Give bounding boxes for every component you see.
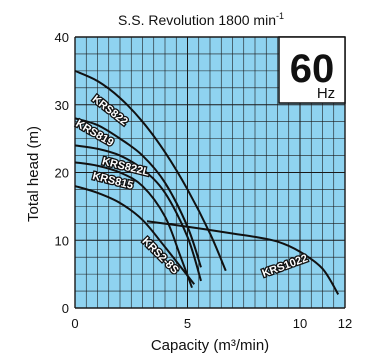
frequency-value: 60 <box>290 47 335 91</box>
performance-curves <box>74 69 340 295</box>
y-tick-10: 10 <box>55 233 69 248</box>
frequency-unit: Hz <box>317 85 335 102</box>
x-tick-10: 10 <box>293 316 307 331</box>
curve-krs2-8s <box>74 185 196 285</box>
y-axis-label: Total head (m) <box>25 126 42 222</box>
x-tick-12: 12 <box>338 316 352 331</box>
x-axis-label: Capacity (m³/min) <box>151 337 269 354</box>
curve-krs1022 <box>146 220 340 295</box>
y-tick-0: 0 <box>62 301 69 316</box>
curve-krs815 <box>74 161 193 289</box>
y-tick-20: 20 <box>55 166 69 181</box>
x-tick-0: 0 <box>71 316 78 331</box>
chart-title: S.S. Revolution 1800 min-1 <box>118 11 284 28</box>
y-tick-40: 40 <box>55 30 69 45</box>
curve-krs822l <box>74 144 202 282</box>
y-tick-30: 30 <box>55 98 69 113</box>
y-tick-labels: 0 10 20 30 40 <box>55 30 69 316</box>
frequency-badge: 60 Hz <box>278 36 346 104</box>
x-tick-labels: 0 5 10 12 <box>71 316 352 331</box>
x-tick-5: 5 <box>184 316 191 331</box>
